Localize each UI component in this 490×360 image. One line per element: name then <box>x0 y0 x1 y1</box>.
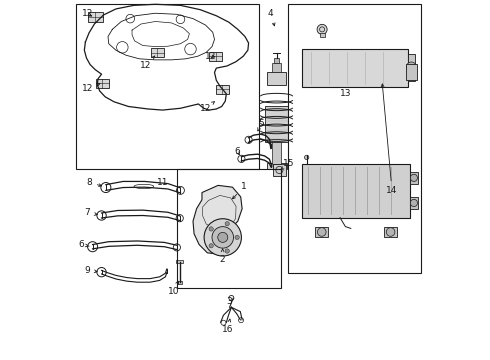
Circle shape <box>225 222 229 226</box>
Bar <box>88 12 102 22</box>
Bar <box>267 163 287 169</box>
Circle shape <box>235 235 239 239</box>
Bar <box>216 85 228 94</box>
Circle shape <box>212 226 234 248</box>
Text: 7: 7 <box>84 208 97 217</box>
Bar <box>209 52 222 61</box>
Circle shape <box>209 244 213 248</box>
Bar <box>273 163 286 176</box>
Bar <box>384 227 397 237</box>
Text: 3: 3 <box>226 297 232 306</box>
Circle shape <box>317 24 327 35</box>
Text: 10: 10 <box>168 281 179 296</box>
Bar <box>408 54 415 81</box>
Bar <box>302 164 410 218</box>
Text: 12: 12 <box>81 83 100 93</box>
Text: 13: 13 <box>340 89 351 98</box>
Text: 11: 11 <box>157 178 168 187</box>
Bar <box>272 140 281 164</box>
Bar <box>272 63 281 72</box>
Circle shape <box>410 174 417 181</box>
Circle shape <box>318 228 326 236</box>
Text: 12: 12 <box>205 52 217 61</box>
Text: 2: 2 <box>220 249 225 264</box>
Bar <box>410 172 418 184</box>
Bar <box>302 49 408 87</box>
Bar <box>406 64 417 80</box>
Text: 12: 12 <box>81 9 93 18</box>
Bar <box>177 169 281 288</box>
Bar <box>96 78 109 88</box>
Circle shape <box>406 62 416 72</box>
Circle shape <box>218 232 228 242</box>
Bar <box>177 281 182 284</box>
Bar <box>176 260 183 263</box>
Bar <box>76 4 259 169</box>
Bar <box>267 72 286 85</box>
Bar <box>151 48 164 57</box>
Text: 12: 12 <box>140 56 155 70</box>
Text: 6: 6 <box>234 147 240 156</box>
Text: 9: 9 <box>84 266 97 275</box>
Text: 6: 6 <box>78 240 89 249</box>
Text: 15: 15 <box>280 159 294 170</box>
Text: 1: 1 <box>232 182 247 199</box>
Text: 5: 5 <box>258 119 264 131</box>
Bar <box>319 33 324 37</box>
Circle shape <box>225 249 229 253</box>
Bar <box>315 227 328 237</box>
Circle shape <box>209 227 213 231</box>
Bar <box>410 197 418 209</box>
Text: 4: 4 <box>268 9 275 26</box>
Text: 8: 8 <box>86 178 101 187</box>
Circle shape <box>304 155 309 159</box>
Text: 14: 14 <box>381 84 398 195</box>
Circle shape <box>386 228 395 236</box>
Polygon shape <box>193 185 242 254</box>
Circle shape <box>410 199 417 207</box>
Bar <box>288 4 421 273</box>
Text: 12: 12 <box>200 102 215 113</box>
Text: 16: 16 <box>222 319 234 334</box>
Circle shape <box>204 219 242 256</box>
Bar <box>274 58 279 63</box>
Bar <box>265 107 288 142</box>
